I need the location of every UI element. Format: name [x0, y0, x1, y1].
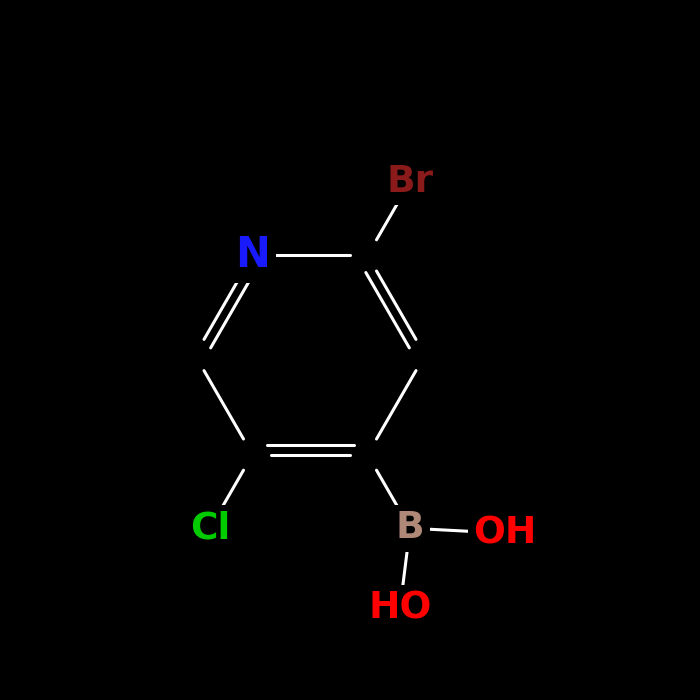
Text: Br: Br — [386, 164, 433, 200]
Text: N: N — [235, 234, 270, 276]
Text: HO: HO — [368, 590, 432, 626]
Text: B: B — [395, 510, 424, 546]
Text: OH: OH — [473, 515, 537, 551]
Text: Cl: Cl — [190, 510, 230, 546]
